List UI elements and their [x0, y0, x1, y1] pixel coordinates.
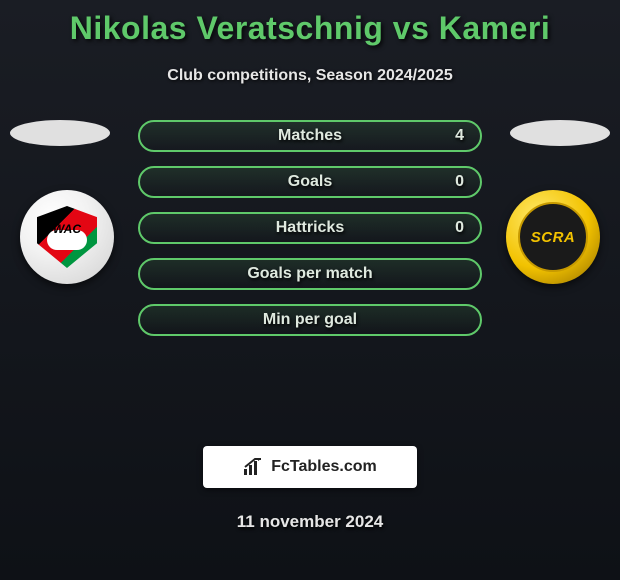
stat-bar-hattricks: Hattricks 0: [138, 212, 482, 244]
club-badge-left-shield: [37, 206, 97, 268]
stat-value: 4: [455, 127, 464, 145]
stats-bars: Matches 4 Goals 0 Hattricks 0 Goals per …: [138, 120, 482, 350]
club-badge-left: WAC: [20, 190, 114, 284]
club-badge-right-inner: SCRA: [518, 202, 588, 272]
stat-label: Goals per match: [247, 265, 372, 283]
stat-bar-min-per-goal: Min per goal: [138, 304, 482, 336]
site-label: FcTables.com: [271, 458, 377, 476]
stat-bar-goals-per-match: Goals per match: [138, 258, 482, 290]
stat-label: Goals: [288, 173, 332, 191]
stat-value: 0: [455, 173, 464, 191]
chart-icon: [243, 458, 265, 476]
date-label: 11 november 2024: [0, 512, 620, 532]
club-badge-right-label: SCRA: [531, 229, 576, 246]
subtitle: Club competitions, Season 2024/2025: [0, 67, 620, 85]
comparison-panel: WAC SCRA Matches 4 Goals 0 Hattricks 0 G…: [0, 120, 620, 440]
club-badge-right: SCRA: [506, 190, 600, 284]
club-badge-left-label: WAC: [53, 222, 81, 236]
site-attribution: FcTables.com: [203, 446, 417, 488]
stat-bar-goals: Goals 0: [138, 166, 482, 198]
stat-value: 0: [455, 219, 464, 237]
stat-bar-matches: Matches 4: [138, 120, 482, 152]
stat-label: Min per goal: [263, 311, 357, 329]
page-title: Nikolas Veratschnig vs Kameri: [0, 0, 620, 47]
player-photo-right: [510, 120, 610, 146]
player-photo-left: [10, 120, 110, 146]
stat-label: Hattricks: [276, 219, 344, 237]
stat-label: Matches: [278, 127, 342, 145]
